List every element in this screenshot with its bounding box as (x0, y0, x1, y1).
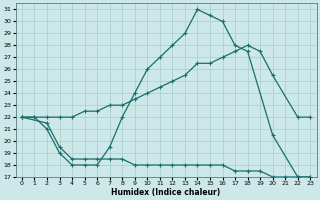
X-axis label: Humidex (Indice chaleur): Humidex (Indice chaleur) (111, 188, 221, 197)
